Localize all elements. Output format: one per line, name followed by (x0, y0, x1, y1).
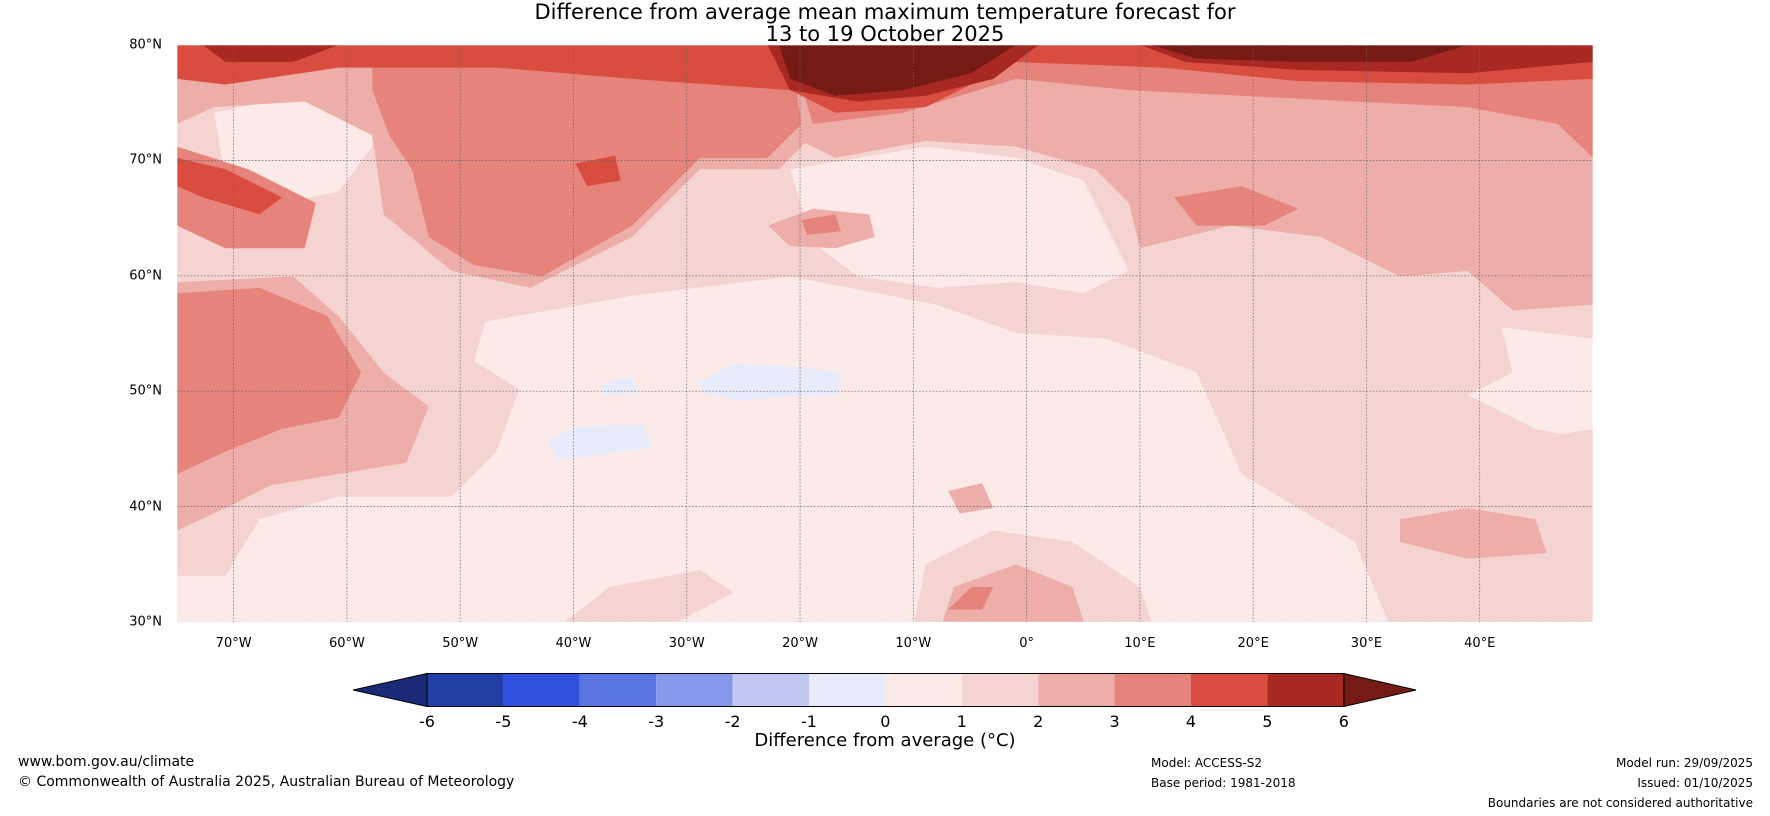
colorbar-segment (503, 673, 580, 707)
model-text: Model: ACCESS-S2 (1151, 756, 1263, 770)
colorbar-tick-label: -6 (419, 712, 435, 731)
lon-tick-label: 30°W (668, 636, 705, 651)
colorbar-segment (427, 673, 504, 707)
colorbar-tick-label: -5 (495, 712, 512, 731)
anomaly-minus1-0-region (600, 376, 638, 396)
anomaly-3-4-region (1174, 186, 1299, 226)
colorbar-over-triangle (1343, 673, 1417, 707)
colorbar-segment (579, 673, 657, 707)
anomaly-2-3-region (790, 45, 1593, 311)
colorbar-tick-label: 5 (1262, 712, 1273, 731)
anomaly-2-3-region (1399, 507, 1547, 559)
lon-tick-label: 0° (1019, 636, 1034, 651)
colorbar-segment (961, 673, 1039, 707)
anomaly-minus1-0-region (699, 363, 841, 401)
lon-tick-label: 10°E (1124, 636, 1156, 651)
colorbar-segment (1267, 673, 1344, 707)
colorbar-tick-label: 3 (1109, 712, 1120, 731)
colorbar-tick-label: -2 (724, 712, 741, 731)
anomaly-3-4-region (177, 287, 362, 475)
copyright-text: © Commonwealth of Australia 2025, Austra… (18, 774, 515, 790)
lon-tick-label: 30°E (1350, 636, 1383, 651)
base-period-text: Base period: 1981-2018 (1151, 776, 1296, 790)
colorbar-label: Difference from average (°C) (754, 730, 1016, 751)
lon-tick-label: 10°W (895, 636, 932, 651)
colorbar-tick-label: -4 (571, 712, 588, 731)
lat-tick-label: 80°N (129, 37, 162, 53)
disclaimer-text: Boundaries are not considered authoritat… (1487, 796, 1753, 810)
anomaly-1-2-region (564, 570, 734, 622)
anomaly-4-5-region (575, 155, 621, 187)
colorbar-segment (809, 673, 886, 707)
colorbar-tick-label: -3 (648, 712, 665, 731)
anomaly-3-4-region (801, 214, 841, 235)
lat-tick-label: 30°N (129, 614, 162, 630)
colorbar-segment (656, 673, 733, 707)
lat-tick-label: 60°N (129, 268, 162, 284)
lat-tick-label: 50°N (129, 383, 162, 399)
colorbar-tick-label: 1 (956, 712, 967, 731)
forecast-map (177, 45, 1593, 622)
model-run-text: Model run: 29/09/2025 (1615, 756, 1753, 770)
website-link[interactable]: www.bom.gov.au/climate (18, 754, 195, 770)
colorbar-frame (426, 673, 1345, 707)
anomaly-2-3-region (948, 483, 994, 514)
lon-tick-label: 50°W (442, 636, 479, 651)
lon-tick-label: 20°E (1237, 636, 1269, 651)
colorbar-tick-label: 6 (1338, 712, 1349, 731)
colorbar-segment (1191, 673, 1268, 707)
lat-tick-label: 70°N (129, 152, 162, 168)
colorbar-segment (1038, 673, 1115, 707)
colorbar-tick-label: -1 (801, 712, 817, 731)
lon-tick-label: 70°W (215, 636, 252, 651)
lon-tick-label: 40°E (1464, 636, 1496, 651)
chart-title-line2: 13 to 19 October 2025 (765, 22, 1005, 46)
lat-tick-label: 40°N (129, 499, 162, 515)
colorbar-segment (732, 673, 809, 707)
graticule (177, 45, 1593, 622)
anomaly-over-6-region (1151, 45, 1468, 62)
lon-tick-label: 20°W (782, 636, 818, 651)
chart-title-line1: Difference from average mean maximum tem… (534, 0, 1236, 24)
colorbar-tick-label: 4 (1185, 712, 1197, 731)
issued-text: Issued: 01/10/2025 (1637, 776, 1753, 790)
colorbar-under-triangle (353, 673, 428, 707)
anomaly-4-5-region (177, 157, 283, 215)
anomaly-5-6-region (202, 45, 339, 62)
anomaly-3-4-region (948, 586, 994, 610)
lon-tick-label: 60°W (328, 636, 365, 651)
colorbar-segment (1114, 673, 1191, 707)
colorbar-segment (885, 673, 962, 707)
colorbar-tick-label: 0 (880, 712, 891, 731)
anomaly-0-1-region (790, 146, 1129, 294)
lon-tick-label: 40°W (555, 636, 592, 651)
anomaly-over-6-region (778, 45, 1016, 96)
colorbar (353, 673, 1417, 707)
colorbar-tick-label: 2 (1033, 712, 1044, 731)
